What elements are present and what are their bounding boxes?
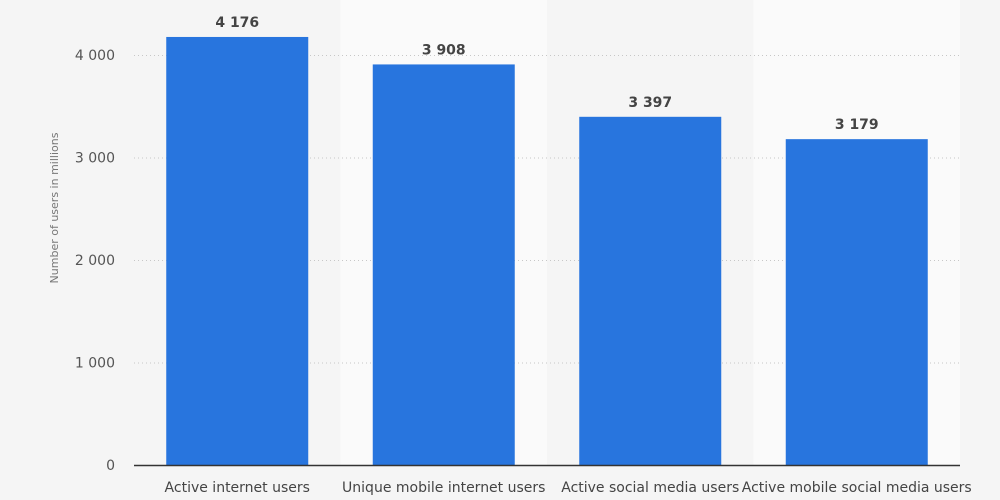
y-tick-label: 1 000 xyxy=(75,356,115,372)
y-axis-label: Number of users in millions xyxy=(48,132,61,283)
data-label: 3 397 xyxy=(628,95,672,111)
y-tick-label: 4 000 xyxy=(75,48,115,64)
x-tick-label: Active internet users xyxy=(165,480,310,496)
data-label: 3 179 xyxy=(835,117,879,133)
data-labels: 4 176 3 908 3 397 3 179 xyxy=(215,15,878,133)
bar xyxy=(785,139,928,465)
bar xyxy=(372,64,515,466)
bar xyxy=(166,36,309,466)
y-tick-label: 0 xyxy=(106,458,115,474)
bars xyxy=(166,36,928,466)
x-tick-label: Unique mobile internet users xyxy=(342,480,545,496)
x-tick-label: Active social media users xyxy=(561,480,739,496)
x-tick-label: Active mobile social media users xyxy=(742,480,972,496)
data-label: 4 176 xyxy=(215,15,259,31)
data-label: 3 908 xyxy=(422,42,466,58)
y-axis-ticks: 0 1 000 2 000 3 000 4 000 xyxy=(75,48,115,474)
y-tick-label: 3 000 xyxy=(75,151,115,167)
x-axis-ticks: Active internet users Unique mobile inter… xyxy=(165,480,972,496)
y-tick-label: 2 000 xyxy=(75,253,115,269)
bar xyxy=(579,116,722,466)
